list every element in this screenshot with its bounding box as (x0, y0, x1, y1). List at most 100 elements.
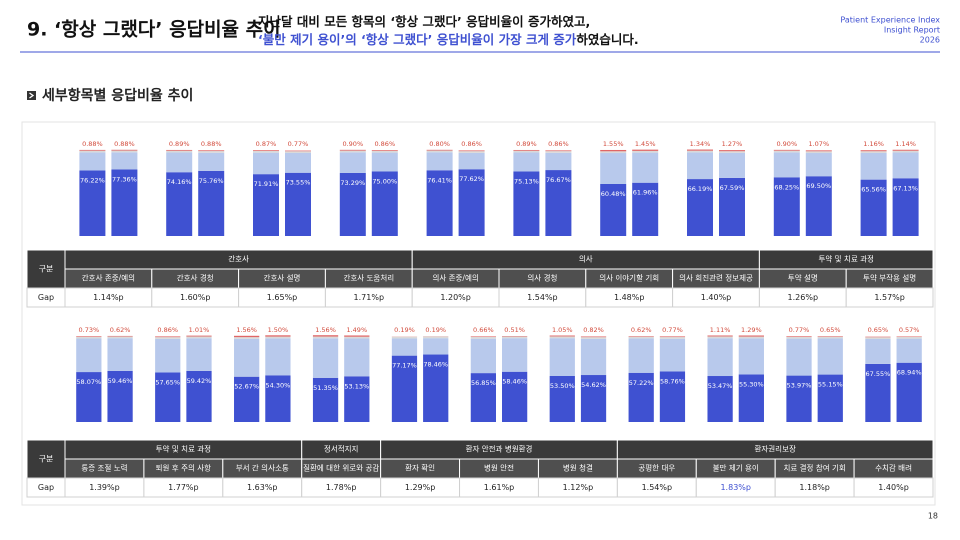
value-label: 78.46% (423, 361, 448, 369)
bar-segment (265, 375, 291, 422)
bar-segment (817, 336, 843, 337)
bar-segment (234, 338, 260, 377)
report-name: Patient Experience Index (840, 16, 940, 25)
category-label: 간호사 존중/예의 (82, 273, 135, 283)
bar-segment (155, 336, 181, 338)
bar-segment (502, 371, 528, 422)
value-label: 55.30% (739, 380, 764, 388)
bar-segment (426, 152, 453, 171)
gap-value: 1.12%p (563, 483, 594, 492)
bar-segment (773, 177, 800, 236)
bar-segment (502, 338, 528, 372)
gap-value: 1.26%p (788, 293, 819, 302)
value-label: 0.19% (425, 326, 446, 334)
bar-segment (76, 372, 102, 422)
category-label: 공평한 대우 (638, 463, 675, 473)
category-label: 통증 조절 노력 (81, 464, 127, 473)
bar-segment (860, 152, 887, 180)
bar-segment (339, 172, 366, 236)
value-label: 0.88% (201, 140, 222, 148)
bar-segment (391, 355, 418, 422)
bar-segment (371, 171, 398, 236)
value-label: 69.50% (806, 182, 831, 190)
bar-segment (285, 152, 311, 173)
bar-segment (265, 335, 291, 337)
value-label: 76.41% (427, 176, 452, 184)
bar-segment (79, 149, 106, 151)
section-icon (27, 91, 36, 100)
bar-segment (312, 336, 339, 339)
subtitle-part: 지난달 대비 모든 항목의 ‘항상 그랬다’ 응답비율이 증가하였고, (258, 14, 590, 29)
bar-segment (719, 177, 745, 236)
bar-segment (659, 371, 686, 422)
value-label: 0.82% (583, 326, 604, 334)
bar-segment (391, 338, 418, 356)
bar-segment (738, 338, 764, 375)
bar-segment (773, 149, 800, 151)
bar-segment (580, 338, 607, 376)
bar-segment (687, 152, 713, 180)
gap-value: 1.54%p (527, 293, 558, 302)
bar-segment (470, 338, 496, 374)
table-header-cell (26, 249, 66, 289)
value-label: 54.30% (265, 381, 290, 389)
bar-segment (860, 179, 887, 236)
value-label: 1.49% (346, 326, 367, 334)
category-label: 간호사 도움처리 (343, 273, 394, 283)
bar-segment (865, 363, 891, 422)
value-label: 1.05% (552, 326, 573, 334)
bar-segment (719, 151, 745, 153)
gap-value: 1.40%p (701, 293, 732, 302)
bar-segment (805, 176, 832, 236)
bar-segment (312, 335, 339, 337)
value-label: 51.35% (313, 384, 338, 392)
bar-segment (632, 152, 659, 183)
bar-segment (344, 376, 370, 422)
gap-value: 1.14%p (93, 293, 124, 302)
bar-segment (865, 337, 891, 339)
bar-segment (773, 150, 800, 153)
bar-segment (738, 335, 764, 337)
bar-segment (632, 149, 659, 151)
bar-segment (111, 150, 138, 153)
bar-segment (344, 336, 370, 339)
bar-segment (458, 150, 485, 152)
bar-segment (628, 336, 654, 339)
bar-segment (339, 149, 366, 151)
gap-label: Gap (38, 293, 54, 302)
value-label: 1.01% (189, 326, 210, 334)
bar-segment (892, 150, 919, 153)
bar-segment (628, 338, 654, 373)
bar-segment (545, 150, 572, 152)
bar-segment (707, 338, 733, 377)
value-label: 0.86% (157, 326, 178, 334)
bar-segment (659, 338, 686, 372)
value-label: 58.46% (502, 378, 527, 386)
bar-segment (253, 150, 279, 153)
bar-segment (860, 150, 887, 152)
value-label: 73.55% (286, 179, 311, 187)
subtitle-line: 지난달 대비 모든 항목의 ‘항상 그랬다’ 응답비율이 증가하였고, (258, 14, 590, 29)
bar-segment (198, 151, 225, 153)
bar-segment (186, 336, 212, 339)
bar-segment (339, 152, 366, 173)
bar-segment (545, 151, 572, 153)
value-label: 76.67% (546, 176, 571, 184)
value-label: 1.27% (722, 140, 743, 148)
category-label: 치료 결정 참여 기회 (783, 463, 845, 473)
value-label: 68.94% (897, 369, 922, 377)
value-label: 75.13% (514, 177, 539, 185)
report-year: 2026 (920, 36, 940, 45)
bar-segment (198, 170, 225, 236)
value-label: 75.00% (372, 178, 397, 186)
value-label: 57.22% (629, 379, 654, 387)
bar-segment (687, 179, 713, 236)
bar-segment (786, 338, 812, 376)
bar-segment (166, 152, 193, 173)
value-label: 66.19% (688, 185, 713, 193)
bar-segment (458, 152, 485, 170)
bar-segment (513, 171, 540, 236)
value-label: 0.90% (776, 140, 797, 148)
bar-segment (600, 153, 627, 184)
